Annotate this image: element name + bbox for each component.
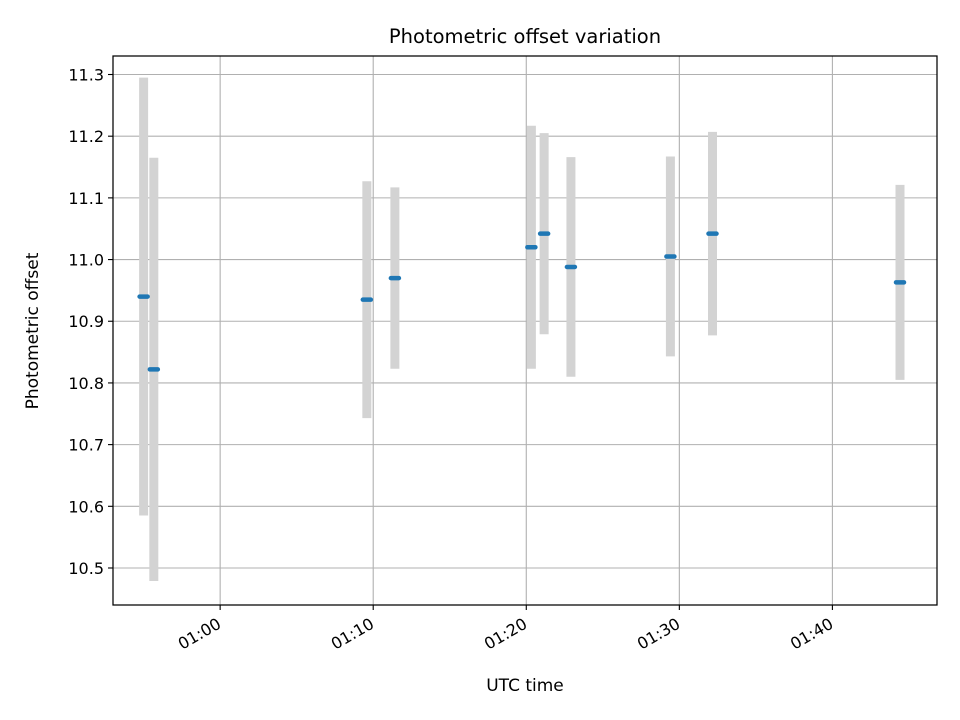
y-tick-label: 11.1	[68, 189, 104, 208]
y-axis-ticks: 10.5 10.6 10.7 10.8 10.9 11.0 11.1 11.2 11.3	[68, 66, 113, 578]
data-points	[137, 231, 907, 372]
y-tick-label: 10.9	[68, 312, 104, 331]
plot-frame	[112, 55, 938, 606]
y-tick-label: 11.2	[68, 127, 104, 146]
y-tick-label: 10.7	[68, 436, 104, 455]
chart-title: Photometric offset variation	[389, 25, 661, 48]
y-tick-label: 10.6	[68, 497, 104, 516]
y-tick-label: 11.3	[68, 66, 104, 85]
y-axis-title: Photometric offset	[23, 252, 43, 409]
grid	[113, 56, 937, 605]
y-tick-label: 11.0	[68, 251, 104, 270]
y-tick-label: 10.5	[68, 559, 104, 578]
y-tick-label: 10.8	[68, 374, 104, 393]
x-axis-title: UTC time	[486, 676, 564, 696]
